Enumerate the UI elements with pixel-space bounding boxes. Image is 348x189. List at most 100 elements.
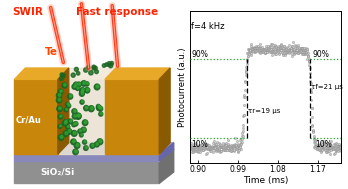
Circle shape xyxy=(102,64,106,67)
Circle shape xyxy=(76,87,79,91)
Text: τr=19 μs: τr=19 μs xyxy=(248,108,280,114)
Polygon shape xyxy=(105,68,170,79)
Circle shape xyxy=(82,120,88,126)
Circle shape xyxy=(74,122,78,126)
Circle shape xyxy=(77,87,79,89)
Circle shape xyxy=(81,81,87,86)
Polygon shape xyxy=(105,79,159,154)
Circle shape xyxy=(59,107,61,110)
Text: 10%: 10% xyxy=(191,140,208,149)
Circle shape xyxy=(84,121,87,124)
Circle shape xyxy=(81,92,84,94)
Circle shape xyxy=(71,139,76,145)
Circle shape xyxy=(109,63,113,68)
Circle shape xyxy=(86,106,88,109)
Circle shape xyxy=(58,135,64,140)
Circle shape xyxy=(60,115,62,117)
Circle shape xyxy=(96,143,98,145)
Circle shape xyxy=(84,68,88,72)
Circle shape xyxy=(76,113,81,119)
Circle shape xyxy=(100,107,102,109)
Circle shape xyxy=(94,84,100,90)
Circle shape xyxy=(110,61,113,65)
Text: 90%: 90% xyxy=(313,50,330,59)
Circle shape xyxy=(98,106,103,111)
Polygon shape xyxy=(15,161,159,183)
Circle shape xyxy=(84,105,89,111)
Circle shape xyxy=(73,131,76,134)
Circle shape xyxy=(71,130,77,136)
Circle shape xyxy=(84,146,88,150)
Circle shape xyxy=(96,105,100,108)
Text: 90%: 90% xyxy=(191,50,208,59)
Circle shape xyxy=(92,144,94,146)
Polygon shape xyxy=(15,154,159,161)
Circle shape xyxy=(78,129,82,133)
Circle shape xyxy=(86,66,90,69)
Circle shape xyxy=(85,88,90,93)
Circle shape xyxy=(58,89,63,94)
Circle shape xyxy=(68,119,73,124)
Circle shape xyxy=(89,70,93,75)
Circle shape xyxy=(92,66,96,70)
Circle shape xyxy=(58,98,61,101)
Circle shape xyxy=(72,109,77,114)
Circle shape xyxy=(64,108,68,112)
Circle shape xyxy=(64,121,67,124)
Text: Cr/Au: Cr/Au xyxy=(15,116,41,125)
Circle shape xyxy=(71,73,75,77)
Circle shape xyxy=(65,132,68,135)
Text: Te: Te xyxy=(45,47,58,57)
Circle shape xyxy=(77,114,80,117)
Circle shape xyxy=(80,100,84,104)
Circle shape xyxy=(84,140,86,143)
Circle shape xyxy=(60,77,63,81)
Circle shape xyxy=(72,114,78,119)
Circle shape xyxy=(83,81,86,84)
Circle shape xyxy=(66,108,68,110)
Circle shape xyxy=(58,125,62,128)
Circle shape xyxy=(72,122,76,127)
Circle shape xyxy=(77,71,80,75)
Text: τf=21 μs: τf=21 μs xyxy=(311,84,343,90)
Polygon shape xyxy=(58,68,69,154)
Circle shape xyxy=(98,105,100,107)
Circle shape xyxy=(74,143,80,149)
Circle shape xyxy=(66,129,72,134)
Circle shape xyxy=(73,149,78,155)
Polygon shape xyxy=(15,149,174,161)
Circle shape xyxy=(60,125,61,127)
Circle shape xyxy=(81,100,84,103)
Circle shape xyxy=(76,143,79,146)
Circle shape xyxy=(77,82,81,87)
Circle shape xyxy=(105,63,108,66)
Circle shape xyxy=(99,112,103,116)
Circle shape xyxy=(107,62,112,66)
Circle shape xyxy=(75,83,78,85)
Text: SWIR: SWIR xyxy=(13,7,44,17)
Circle shape xyxy=(61,73,65,78)
Circle shape xyxy=(76,113,81,119)
Circle shape xyxy=(81,134,83,136)
Circle shape xyxy=(81,90,84,93)
Circle shape xyxy=(95,70,98,74)
Text: 10%: 10% xyxy=(316,140,332,149)
Text: Fast response: Fast response xyxy=(76,7,158,17)
Circle shape xyxy=(74,109,76,112)
Circle shape xyxy=(67,103,69,105)
Circle shape xyxy=(92,65,96,69)
Circle shape xyxy=(74,114,77,117)
Circle shape xyxy=(87,82,88,84)
Circle shape xyxy=(80,88,85,93)
Circle shape xyxy=(98,106,101,109)
Polygon shape xyxy=(58,68,116,79)
Circle shape xyxy=(68,129,71,132)
Circle shape xyxy=(83,128,86,131)
Circle shape xyxy=(82,140,87,144)
Circle shape xyxy=(94,66,97,70)
Circle shape xyxy=(64,120,68,124)
Circle shape xyxy=(100,112,102,115)
Circle shape xyxy=(56,93,62,98)
Polygon shape xyxy=(159,143,174,161)
Circle shape xyxy=(85,146,88,149)
